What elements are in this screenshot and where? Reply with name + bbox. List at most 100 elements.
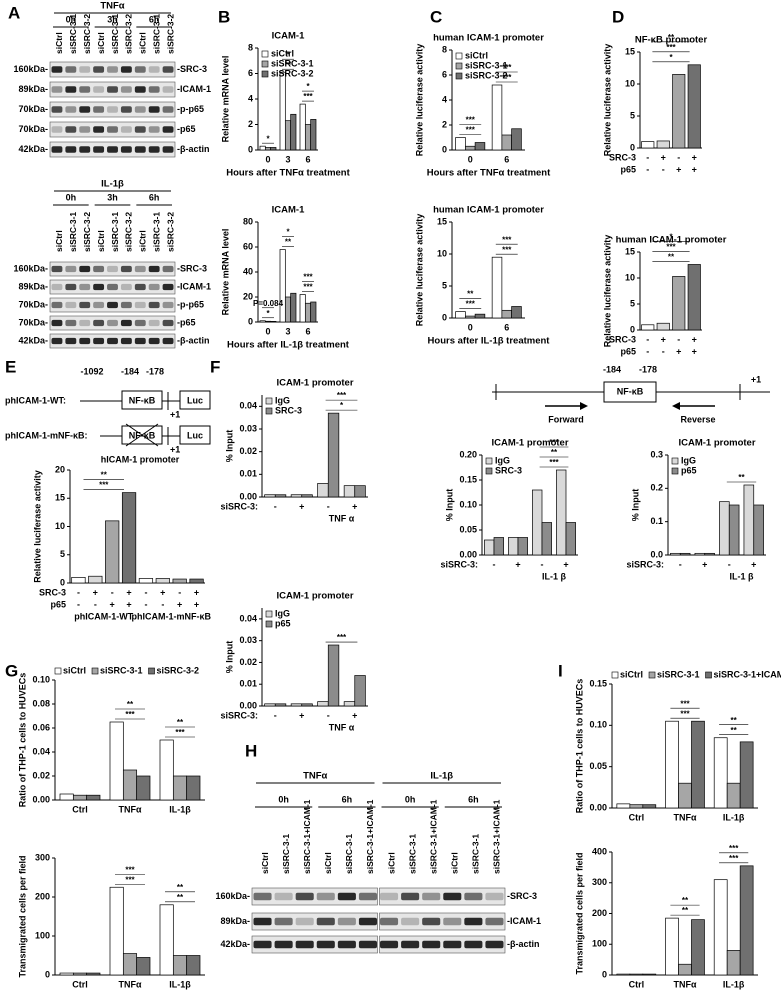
band: [93, 126, 105, 133]
bar: [354, 675, 366, 707]
bar: [284, 296, 292, 323]
y-tick-label: 0.06: [32, 722, 50, 732]
legend-label: siSRC-3-1: [271, 58, 314, 68]
x-tick-label: 6: [504, 322, 509, 332]
mw-label: 89kDa-: [18, 84, 48, 94]
signif-label: **: [682, 906, 689, 915]
signif-label: **: [731, 726, 738, 735]
y-axis-label: Relative luciferase activity: [602, 235, 612, 348]
lane-label: siSRC-3-1+ICAM-1: [302, 799, 312, 874]
sign-label: +: [177, 599, 182, 609]
band: [401, 917, 420, 926]
sign-label: +: [352, 501, 357, 511]
y-tick-label: 200: [592, 908, 607, 918]
band: [162, 283, 174, 291]
arrowhead: [580, 402, 588, 410]
bar: [138, 578, 154, 584]
bar: [189, 578, 204, 584]
band: [51, 337, 63, 345]
band: [65, 86, 77, 93]
luc-label: Luc: [187, 395, 203, 405]
band: [274, 892, 293, 901]
bar: [691, 919, 705, 976]
time-label: 6h: [149, 192, 160, 202]
bar: [642, 804, 657, 809]
time-label: 3h: [107, 192, 118, 202]
band: [65, 337, 77, 345]
sign-label: +: [676, 164, 681, 174]
bar: [264, 147, 272, 151]
sign-label: -: [77, 587, 80, 597]
y-tick-label: 0.0: [650, 549, 663, 559]
chart-title: ICAM-1 promoter: [276, 591, 353, 602]
band: [148, 319, 160, 327]
lane-label: siCtrl: [54, 230, 64, 252]
band: [253, 917, 272, 926]
band: [295, 917, 314, 926]
bar: [508, 537, 519, 556]
legend-swatch: [671, 467, 679, 475]
luc-label: Luc: [187, 430, 203, 440]
sign-label: -: [679, 559, 682, 569]
signif-label: ***: [175, 728, 185, 737]
band: [464, 892, 483, 901]
luc-box: [179, 390, 211, 410]
band: [162, 337, 174, 345]
sign-label: -: [77, 599, 80, 609]
y-tick-label: 0: [630, 142, 635, 152]
band: [79, 265, 91, 273]
legend-swatch: [455, 62, 463, 70]
bar: [290, 113, 297, 151]
y-axis-label: % Input: [224, 430, 234, 463]
panel-letter: F: [210, 357, 220, 376]
mw-label: 70kDa-: [18, 104, 48, 114]
x-tick-label: TNF α: [329, 513, 355, 523]
band: [107, 106, 118, 113]
bar: [72, 972, 88, 976]
row-label: SRC-3: [609, 334, 636, 344]
legend-swatch: [265, 397, 273, 405]
blot-header: TNFα: [303, 771, 327, 782]
y-tick-label: 8: [248, 42, 253, 52]
y-tick-label: 0.08: [32, 698, 50, 708]
lane-label: siSRC-3-1: [281, 834, 291, 874]
position-label: -178: [639, 364, 657, 374]
lane-label: siSRC-3-1+ICAM-1: [492, 799, 502, 874]
y-tick-label: 400: [592, 846, 607, 856]
band: [134, 146, 146, 153]
legend-label: p65: [275, 618, 291, 628]
bar: [317, 701, 329, 707]
bar: [484, 539, 495, 556]
band: [295, 892, 314, 901]
band: [295, 940, 314, 949]
y-tick-label: 0.10: [589, 720, 607, 730]
legend-label: IgG: [275, 608, 290, 618]
signif-label: *: [306, 82, 310, 91]
band: [148, 283, 160, 291]
time-label: 0h: [278, 794, 289, 804]
nfkb-box: [121, 390, 163, 410]
bar: [511, 128, 522, 151]
sign-label: +: [676, 346, 681, 356]
legend-swatch: [455, 52, 463, 60]
band: [65, 301, 77, 309]
x-tick-label: Ctrl: [629, 979, 645, 989]
blot-strip: [251, 935, 378, 954]
y-tick-label: 100: [592, 939, 607, 949]
legend-swatch: [611, 671, 619, 679]
bar: [656, 322, 670, 331]
protein-label: -p-p65: [177, 104, 204, 114]
x-tick-label: Ctrl: [72, 804, 88, 814]
band: [274, 917, 293, 926]
blot-strip: [379, 912, 506, 931]
legend-swatch: [265, 620, 273, 628]
bar: [122, 769, 138, 801]
y-tick-label: 0.04: [32, 746, 50, 756]
legend-label: siSRC-3-1+ICAM-1: [714, 669, 781, 679]
protein-label: -p65: [177, 124, 196, 134]
y-tick-label: 2: [442, 119, 447, 129]
blot-header: IL-1β: [430, 771, 453, 782]
band: [162, 126, 174, 133]
bar: [290, 292, 297, 323]
y-tick-label: 5: [60, 549, 65, 559]
